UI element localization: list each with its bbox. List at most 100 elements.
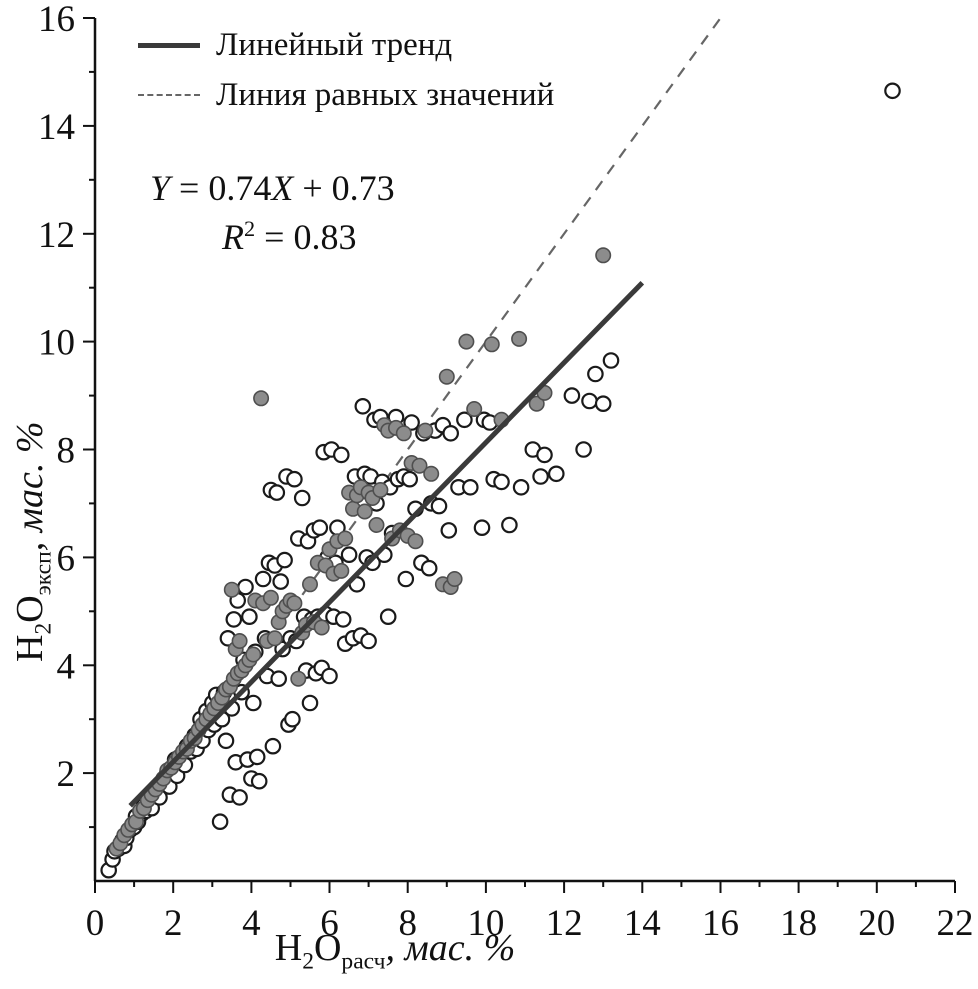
- data-point-filled: [253, 390, 270, 407]
- y-title-oxygen: O: [9, 595, 51, 623]
- data-point-open: [501, 516, 518, 534]
- r-exponent: 2: [244, 216, 256, 241]
- legend-item-trend: Линейный тренд: [138, 24, 554, 66]
- data-point-filled: [423, 465, 440, 482]
- data-point-open: [575, 441, 592, 458]
- data-point-filled: [313, 619, 330, 636]
- data-point-open: [397, 570, 415, 588]
- data-point-filled: [595, 247, 612, 264]
- x-tick-label: 10: [467, 903, 504, 944]
- equation-annotation: Y = 0.74X + 0.73 R2 = 0.83: [150, 166, 395, 260]
- data-point-open: [587, 365, 604, 383]
- data-point-filled: [266, 630, 283, 647]
- trend-line-sample: [138, 42, 200, 48]
- data-point-open: [248, 748, 266, 766]
- data-point-open: [547, 465, 565, 483]
- y-tick-label: 14: [38, 107, 75, 148]
- data-point-open: [301, 694, 319, 712]
- data-point-open: [401, 470, 418, 488]
- data-point-filled: [458, 333, 475, 350]
- equation-mid: = 0.74: [170, 168, 272, 208]
- data-point-filled: [466, 400, 483, 417]
- equation-x-var: X: [271, 168, 294, 208]
- y-axis-title: H2Oэксп, мас. %: [8, 422, 58, 662]
- data-point-filled: [231, 632, 248, 649]
- data-point-open: [225, 611, 243, 628]
- data-point-open: [245, 694, 262, 712]
- y-title-element: H: [9, 634, 51, 662]
- data-point-open: [420, 559, 438, 577]
- data-point-open: [241, 608, 258, 625]
- x-title-element: H: [274, 927, 303, 969]
- data-point-open: [340, 546, 358, 563]
- data-point-open: [211, 813, 229, 830]
- x-tick-label: 16: [702, 903, 739, 944]
- identity-legend-label: Линия равных значений: [216, 76, 555, 113]
- x-tick-label: 18: [780, 903, 817, 944]
- x-tick-label: 2: [164, 903, 183, 944]
- y-tick-label: 16: [38, 0, 75, 40]
- legend: Линейный тренд Линия равных значений: [138, 24, 554, 116]
- data-point-filled: [483, 336, 500, 353]
- data-point-open: [536, 446, 553, 464]
- data-point-open: [403, 414, 420, 431]
- x-tick-label: 12: [546, 903, 583, 944]
- x-tick-label: 6: [320, 903, 339, 944]
- r-value: = 0.83: [255, 217, 357, 257]
- data-point-open: [493, 473, 510, 491]
- data-point-open: [311, 519, 329, 536]
- data-point-open: [250, 772, 268, 790]
- x-tick-label: 0: [86, 903, 105, 944]
- data-point-open: [321, 667, 338, 685]
- y-title-sub-two: 2: [30, 622, 57, 635]
- data-point-open: [456, 411, 473, 429]
- data-point-filled: [223, 581, 240, 598]
- data-point-filled: [446, 570, 463, 587]
- data-point-open: [430, 497, 448, 515]
- data-point-filled: [337, 530, 354, 547]
- data-point-filled: [262, 589, 279, 606]
- data-point-open: [563, 387, 581, 404]
- data-point-open: [237, 578, 254, 596]
- data-point-open: [440, 522, 458, 539]
- x-tick-label: 14: [624, 903, 661, 944]
- data-point-open: [284, 710, 301, 728]
- y-tick-label: 10: [38, 323, 75, 364]
- legend-item-identity: Линия равных значений: [138, 74, 554, 116]
- data-point-filled: [438, 368, 455, 385]
- data-point-open: [286, 470, 303, 488]
- data-point-filled: [395, 425, 412, 442]
- data-point-filled: [372, 481, 389, 498]
- data-point-open: [473, 519, 491, 536]
- x-axis-title: H2Oрасч, мас. %: [95, 926, 695, 976]
- y-tick-label: 12: [38, 215, 75, 256]
- data-point-filled: [368, 516, 385, 533]
- trend-line: [128, 281, 645, 808]
- data-point-open: [332, 446, 350, 464]
- data-point-open: [594, 395, 612, 412]
- x-title-subscript: расч: [341, 948, 386, 975]
- data-point-filled: [290, 670, 307, 687]
- x-tick-label: 4: [242, 903, 261, 944]
- y-title-units: , мас. %: [9, 421, 51, 552]
- data-point-open: [360, 632, 377, 650]
- data-point-open: [581, 392, 598, 410]
- y-tick-label: 6: [57, 538, 76, 579]
- data-point-filled: [301, 576, 318, 593]
- data-point-filled: [356, 503, 373, 520]
- data-point-filled: [286, 595, 303, 612]
- data-point-open: [884, 82, 901, 100]
- data-point-open: [217, 732, 235, 750]
- data-point-filled: [511, 330, 528, 347]
- y-tick-label: 2: [57, 754, 76, 795]
- data-point-open: [293, 489, 311, 507]
- x-title-units: , мас. %: [385, 927, 516, 969]
- r-var: R: [222, 217, 244, 257]
- x-title-sub-two: 2: [302, 948, 314, 975]
- x-tick-label: 22: [937, 903, 974, 944]
- data-point-open: [254, 570, 272, 588]
- y-tick-label: 4: [57, 646, 76, 687]
- data-point-open: [264, 737, 282, 755]
- data-point-open: [272, 573, 289, 590]
